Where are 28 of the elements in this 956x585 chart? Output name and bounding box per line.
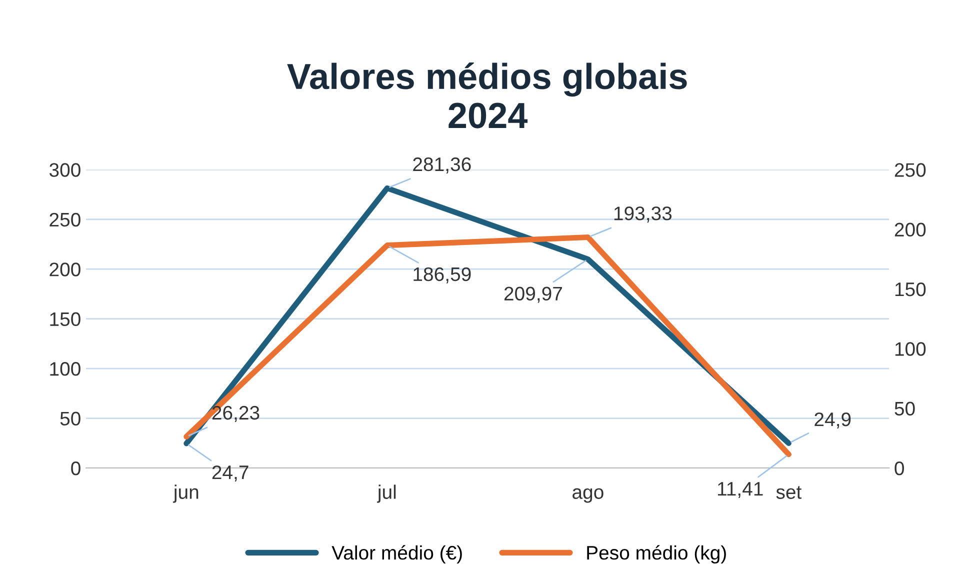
data-label: 26,23: [212, 406, 260, 422]
y2-tick-label: 200: [894, 222, 926, 237]
x-tick-label: jul: [376, 484, 396, 503]
y2-tick-label: 250: [894, 163, 926, 177]
chart-title: Valores médios globais 2024: [287, 62, 687, 128]
y2-tick-label: 100: [895, 342, 926, 356]
y2-tick-label: 0: [894, 461, 904, 476]
y-tick-label: 250: [50, 212, 80, 227]
x-tick-label: set: [776, 486, 802, 499]
x-tick-label: ago: [572, 488, 604, 503]
data-label: 281,36: [413, 157, 471, 174]
data-label: 209,97: [504, 286, 562, 303]
y-tick-label: 50: [60, 412, 80, 426]
legend-label: Peso médio (kg): [587, 545, 726, 564]
legend-label: Valor médio (€): [332, 545, 462, 564]
y-tick-label: 200: [50, 262, 80, 276]
data-label: 11,41: [718, 482, 763, 498]
x-tick-label: jun: [172, 484, 198, 503]
y2-tick-label: 50: [894, 402, 915, 416]
data-label: 24,9: [814, 412, 851, 429]
y-tick-label: 0: [71, 461, 80, 476]
y2-tick-label: 150: [895, 282, 926, 296]
y-tick-label: 100: [50, 362, 80, 376]
y-tick-label: 150: [50, 312, 80, 326]
data-label: 24,7: [212, 465, 248, 482]
data-label: 193,33: [614, 206, 672, 223]
y-tick-label: 300: [49, 163, 80, 177]
data-label: 186,59: [414, 267, 471, 284]
